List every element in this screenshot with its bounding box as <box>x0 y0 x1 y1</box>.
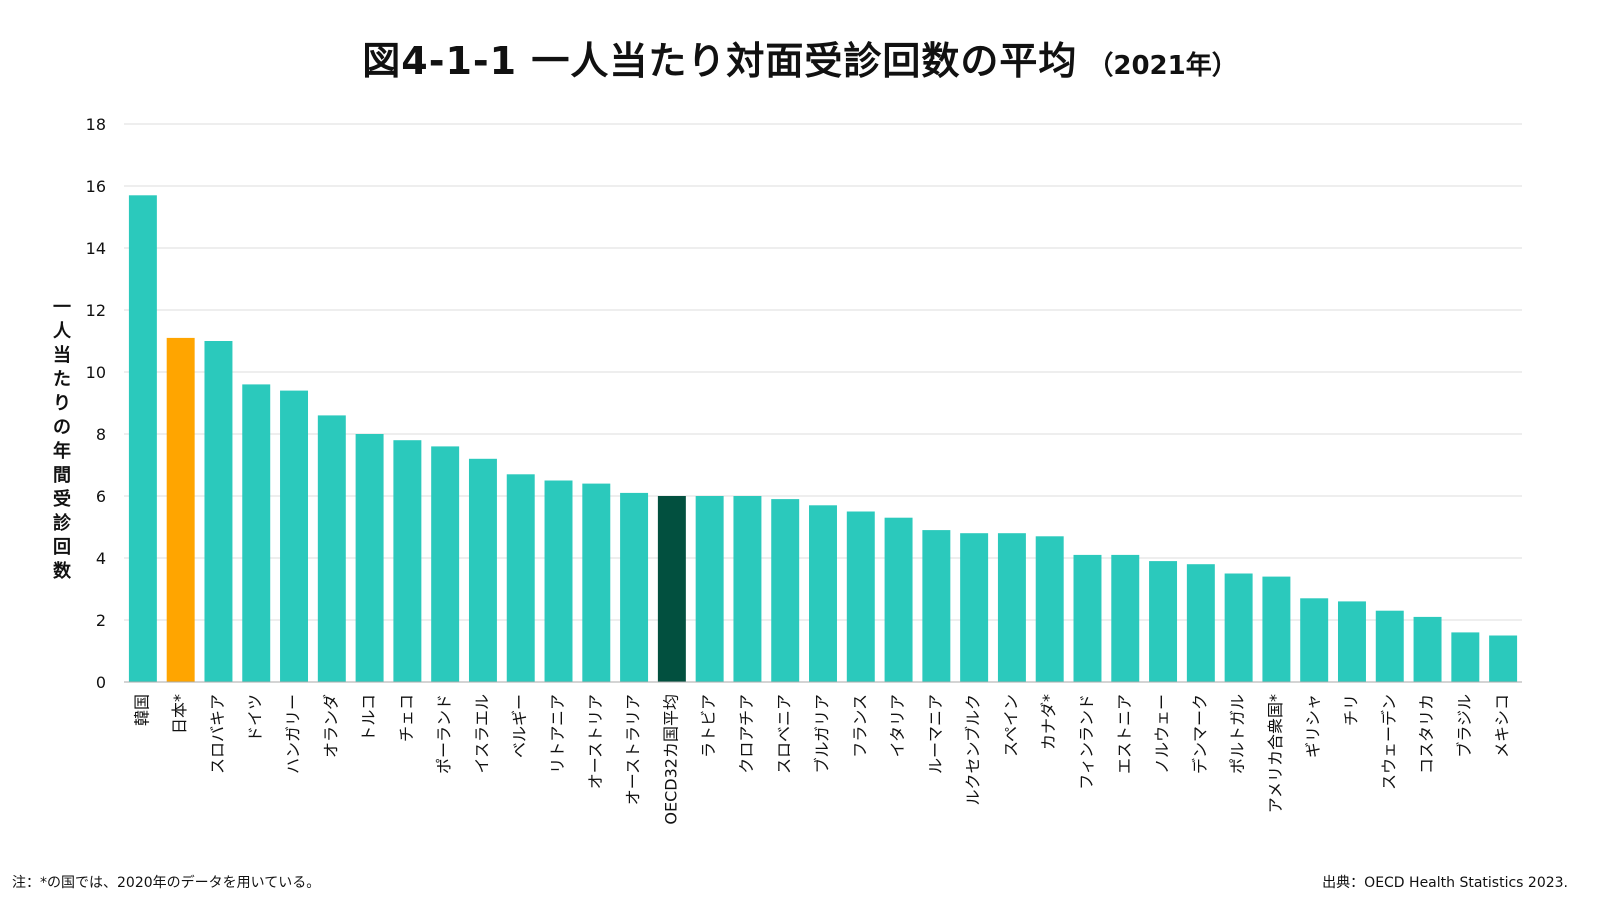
x-tick-label: トルコ <box>359 694 378 742</box>
bar-3 <box>242 384 271 682</box>
bar-12 <box>582 483 611 682</box>
bar-34 <box>1413 616 1442 682</box>
chart-title: 図4-1-1 一人当たり対面受診回数の平均 （2021年） <box>0 30 1600 85</box>
x-tick-label: チェコ <box>397 694 416 742</box>
y-tick-label: 18 <box>86 115 106 134</box>
x-tick-label: ルクセンブルク <box>964 694 983 806</box>
x-tick-label: オランダ <box>321 694 340 758</box>
x-tick-label: スウェーデン <box>1379 694 1398 790</box>
bar-20 <box>884 517 913 682</box>
x-tick-label: 韓国 <box>132 694 151 726</box>
x-tick-label: アメリカ合衆国* <box>1266 694 1285 813</box>
bar-27 <box>1149 561 1178 682</box>
bar-15 <box>695 496 724 682</box>
x-tick-label: スロベニア <box>775 694 794 774</box>
x-tick-label: イスラエル <box>472 694 491 774</box>
bar-24 <box>1035 536 1064 682</box>
y-tick-label: 4 <box>96 549 106 568</box>
bar-13 <box>620 492 649 682</box>
bar-18 <box>809 505 837 682</box>
chart-title-main: 図4-1-1 一人当たり対面受診回数の平均 <box>362 39 1078 83</box>
x-tick-label: ドイツ <box>246 694 265 742</box>
bar-31 <box>1300 598 1329 682</box>
bar-1 <box>166 337 195 682</box>
x-tick-label: オーストラリア <box>624 694 643 805</box>
x-tick-label: ポルトガル <box>1228 694 1247 774</box>
x-tick-label: OECD32カ国平均 <box>661 694 680 825</box>
x-tick-label: ベルギー <box>510 694 529 758</box>
y-tick-label: 0 <box>96 673 106 692</box>
x-tick-label: メキシコ <box>1493 694 1512 758</box>
bar-16 <box>733 496 762 682</box>
y-tick-label: 10 <box>86 363 106 382</box>
x-tick-label: ギリシャ <box>1304 694 1323 758</box>
x-tick-label: チリ <box>1341 694 1360 726</box>
x-tick-label: ポーランド <box>435 694 454 774</box>
bar-23 <box>997 533 1026 682</box>
y-tick-label: 16 <box>86 177 106 196</box>
bar-9 <box>468 458 497 682</box>
bar-0 <box>128 195 157 683</box>
x-tick-label: スロバキア <box>208 694 227 774</box>
x-tick-label: スペイン <box>1001 694 1020 757</box>
x-tick-label: フィンランド <box>1077 694 1096 790</box>
bar-5 <box>317 415 346 682</box>
x-tick-label: ハンガリー <box>284 694 303 774</box>
footnote: 注：*の国では、2020年のデータを用いている。 <box>12 875 321 891</box>
x-tick-label: ルーマニア <box>926 694 945 774</box>
x-tick-label: デンマーク <box>1190 694 1209 774</box>
x-tick-label: イタリア <box>888 694 907 757</box>
chart-title-year: （2021年） <box>1087 51 1238 81</box>
x-tick-label: 日本* <box>170 694 189 734</box>
bar-14 <box>657 496 686 682</box>
y-tick-label: 2 <box>96 611 106 630</box>
bar-28 <box>1186 564 1215 682</box>
bar-4 <box>280 390 309 682</box>
y-axis-label: 一人当たりの年間受診回数 <box>53 297 71 582</box>
y-tick-label: 8 <box>96 425 106 444</box>
x-tick-label: コスタリカ <box>1417 694 1436 774</box>
bar-7 <box>393 440 422 682</box>
bar-22 <box>960 533 989 682</box>
bar-17 <box>771 499 800 682</box>
bar-21 <box>922 530 951 682</box>
bar-25 <box>1073 554 1102 682</box>
bar-36 <box>1489 635 1518 682</box>
x-tick-label: ブルガリア <box>813 694 832 774</box>
bar-6 <box>355 434 384 682</box>
y-tick-label: 6 <box>96 487 106 506</box>
y-tick-label: 14 <box>86 239 106 258</box>
y-tick-label: 12 <box>86 301 106 320</box>
bar-30 <box>1262 576 1291 682</box>
x-tick-label: ブラジル <box>1455 694 1474 758</box>
x-tick-label: ノルウェー <box>1153 694 1172 774</box>
bar-11 <box>544 480 573 682</box>
bar-2 <box>204 341 233 682</box>
x-tick-label: カナダ* <box>1039 694 1058 750</box>
bar-32 <box>1337 601 1366 682</box>
x-tick-label: ラトビア <box>699 694 718 758</box>
x-tick-label: リトアニア <box>548 694 567 774</box>
x-tick-label: オーストリア <box>586 694 605 789</box>
x-tick-label: エストニア <box>1115 694 1134 774</box>
bar-10 <box>506 474 535 682</box>
bar-33 <box>1375 610 1404 682</box>
x-tick-label: フランス <box>850 694 869 758</box>
bar-8 <box>431 446 460 682</box>
bar-29 <box>1224 573 1253 682</box>
x-tick-label: クロアチア <box>737 694 756 774</box>
bar-35 <box>1451 632 1480 682</box>
source-note: 出典：OECD Health Statistics 2023. <box>1322 875 1568 891</box>
bar-19 <box>846 511 875 682</box>
bar-26 <box>1111 554 1140 682</box>
